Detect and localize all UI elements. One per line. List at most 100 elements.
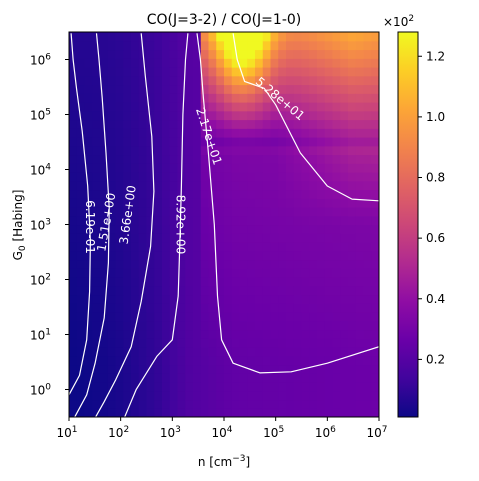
heatmap-cell [177,137,186,147]
heatmap-cell [255,180,264,191]
heatmap-cell [255,408,264,417]
heatmap-cell [185,294,194,304]
heatmap-cell [154,355,163,366]
heatmap-cell [247,49,256,59]
heatmap-cell [278,408,287,417]
heatmap-cell [363,347,372,357]
heatmap-cell [162,347,171,357]
heatmap-cell [255,137,264,147]
heatmap-cell [278,347,287,357]
heatmap-cell [107,373,117,383]
heatmap-cell [262,242,272,252]
heatmap-cell [138,93,148,103]
heatmap-cell [332,259,341,269]
heatmap-cell [84,242,93,252]
heatmap-cell [293,163,303,173]
heatmap-cell [69,128,78,138]
heatmap-cell [107,347,117,357]
heatmap-cell [301,382,310,392]
heatmap-cell [138,58,148,68]
heatmap-cell [270,172,279,182]
heatmap-cell [162,207,171,217]
heatmap-cell [224,355,233,366]
heatmap-cell [131,408,140,417]
heatmap-cell [224,294,233,304]
heatmap-cell [177,408,186,417]
heatmap-cell [363,338,372,348]
heatmap-cell [208,58,217,68]
heatmap-cell [317,355,326,366]
heatmap-cell [324,145,334,156]
heatmap-cell [278,58,287,68]
heatmap-cell [146,268,155,278]
heatmap-cell [154,268,163,278]
heatmap-cell [200,329,210,339]
heatmap-cell [309,355,318,366]
heatmap-cell [340,49,349,59]
heatmap-cell [371,259,379,269]
heatmap-cell [340,102,349,112]
heatmap-cell [131,49,140,59]
heatmap-cell [69,137,78,147]
heatmap-cell [131,137,140,147]
heatmap-cell [100,373,109,383]
heatmap-cell [309,268,318,278]
heatmap-cell [177,338,186,348]
heatmap-cell [332,347,341,357]
heatmap-cell [348,119,357,129]
heatmap-cell [231,408,241,417]
heatmap-cell [247,347,256,357]
heatmap-cell [131,93,140,103]
heatmap-cell [270,408,279,417]
heatmap-cell [162,277,171,287]
heatmap-cell [216,145,225,156]
heatmap-cell [123,207,132,217]
heatmap-cell [131,145,140,156]
heatmap-cell [293,180,303,191]
heatmap-cell [123,347,132,357]
heatmap-cell [278,320,287,331]
heatmap-cell [348,364,357,374]
heatmap-cell [371,312,379,322]
heatmap-cell [270,215,279,226]
heatmap-cell [239,198,248,208]
heatmap-cell [371,373,379,383]
heatmap-cell [131,32,140,42]
heatmap-cell [363,137,372,147]
heatmap-cell [247,277,256,287]
heatmap-cell [154,67,163,77]
colorbar-tick-label: 1.2 [426,49,445,63]
heatmap-cell [355,312,365,322]
heatmap-cell [146,312,155,322]
heatmap-cell [115,399,124,409]
heatmap-cell [216,250,225,261]
heatmap-cell [332,329,341,339]
heatmap-cell [177,320,186,331]
heatmap-cell [185,180,194,191]
heatmap-cell [340,294,349,304]
heatmap-cell [162,102,171,112]
heatmap-cell [324,268,334,278]
heatmap-cell [324,277,334,287]
heatmap-cell [371,189,379,199]
heatmap-cell [301,110,310,121]
heatmap-cell [348,390,357,401]
heatmap-cell [115,390,124,401]
heatmap-cell [169,163,179,173]
heatmap-cell [92,294,101,304]
heatmap-cell [185,399,194,409]
heatmap-cell [100,154,109,164]
heatmap-cell [216,110,225,121]
heatmap-cell [371,58,379,68]
heatmap-cell [146,320,155,331]
heatmap-cell [278,224,287,234]
heatmap-cell [286,373,295,383]
heatmap-cell [146,373,155,383]
heatmap-cell [123,355,132,366]
heatmap-cell [231,373,241,383]
heatmap-cell [317,259,326,269]
heatmap-cell [239,137,248,147]
heatmap-cell [309,67,318,77]
heatmap-cell [340,93,349,103]
